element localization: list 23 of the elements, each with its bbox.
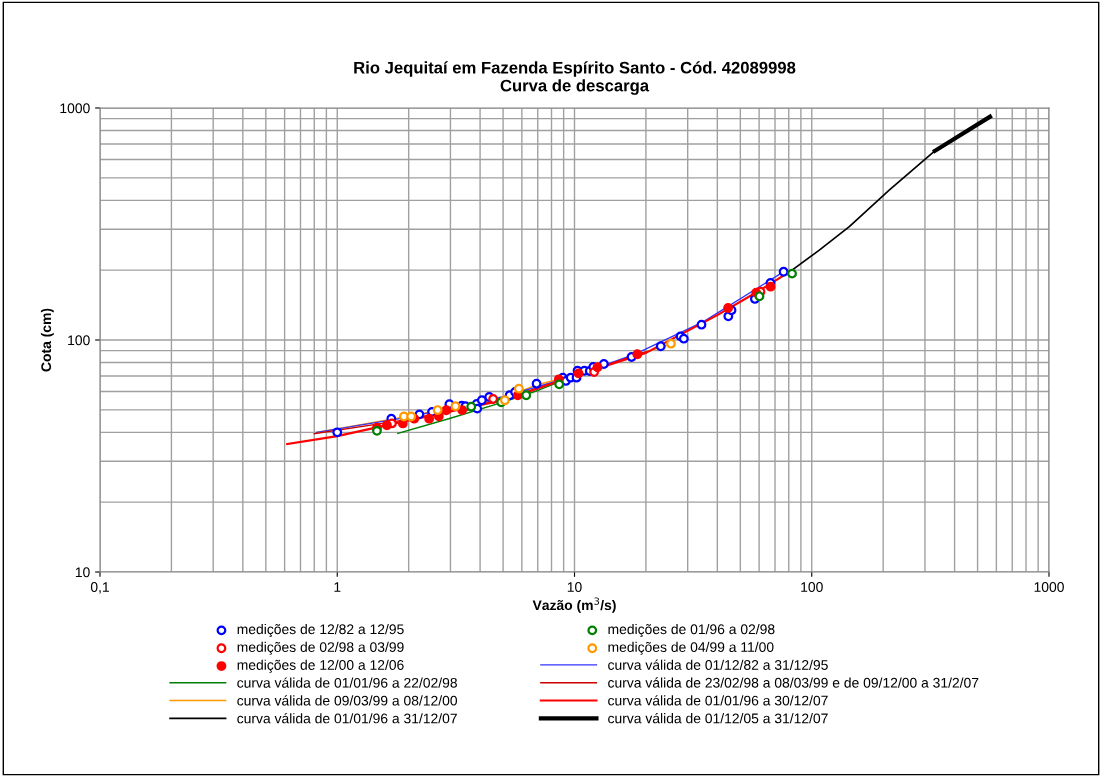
legend-label: curva válida de 01/01/96 a 31/12/07 bbox=[237, 713, 457, 724]
legend-label: curva válida de 01/12/05 a 31/12/07 bbox=[608, 712, 828, 724]
legend-label: medições de 12/82 a 12/95 bbox=[237, 623, 404, 637]
legend-label: curva válida de 01/01/96 a 30/12/07 bbox=[608, 695, 828, 706]
legend-label: medições de 12/00 a 12/06 bbox=[237, 659, 404, 673]
y-tick-label: 10 bbox=[75, 567, 90, 578]
legend-label: medições de 04/99 a 11/00 bbox=[608, 641, 774, 655]
y-tick-label: 1000 bbox=[60, 103, 90, 114]
legend-label: medições de 02/98 a 03/99 bbox=[237, 641, 404, 655]
y-tick-label: 100 bbox=[68, 335, 90, 346]
legend-label: medições de 01/96 a 02/98 bbox=[608, 623, 775, 637]
legend-label: curva válida de 09/03/99 a 08/12/00 bbox=[237, 695, 458, 706]
x-axis-title: Vazão (m$^{3}$/s) bbox=[532, 597, 616, 613]
x-tick-label: 1 bbox=[334, 582, 341, 592]
x-tick-label: 0,1 bbox=[90, 582, 109, 594]
x-tick-label: 1000 bbox=[1034, 582, 1064, 592]
legend-label: curva válida de 01/01/96 a 22/02/98 bbox=[237, 677, 457, 688]
x-tick-label: 100 bbox=[801, 582, 823, 592]
x-tick-label: 10 bbox=[567, 582, 582, 592]
legend-label: curva válida de 23/02/98 a 08/03/99 e de 09/12/00 a 31/2/07 bbox=[608, 677, 979, 688]
legend-label: curva válida de 01/12/82 a 31/12/95 bbox=[608, 659, 828, 670]
chart-title: Rio Jequitaí em Fazenda Espírito Santo - Cód. 42089998 Curva de descarga bbox=[354, 61, 796, 95]
y-axis-title: Cota (cm) bbox=[40, 308, 54, 372]
